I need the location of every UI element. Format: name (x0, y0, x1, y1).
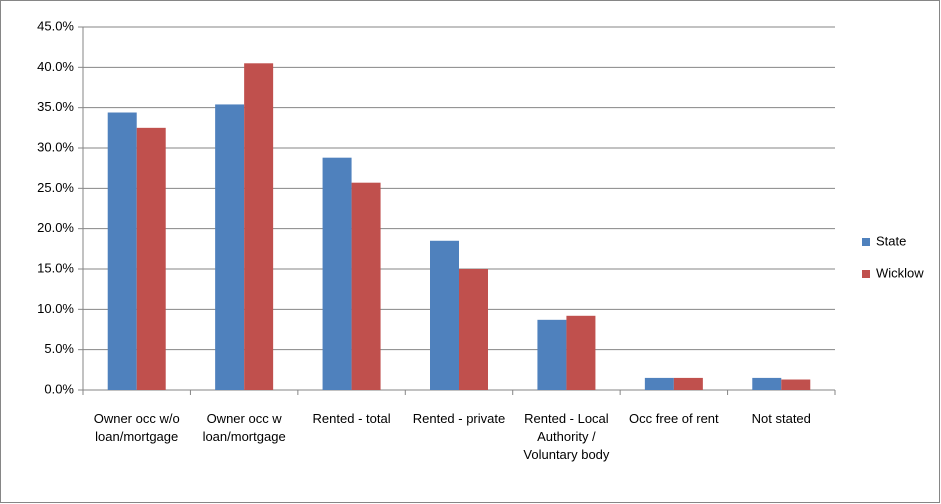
x-tick-label: Owner occ w loan/mortgage (202, 411, 286, 444)
x-tick-label: Not stated (751, 411, 811, 426)
y-tick-label: 45.0% (37, 18, 74, 33)
x-tick-label: Occ free of rent (629, 411, 719, 426)
bar (351, 182, 381, 390)
y-tick-label: 0.0% (44, 381, 74, 396)
legend-label: Wicklow (876, 265, 924, 280)
y-tick-label: 10.0% (37, 301, 74, 316)
bar (673, 377, 703, 390)
bar (537, 319, 567, 390)
bar (566, 315, 596, 390)
x-tick-label: Rented - private (412, 411, 506, 426)
bar (244, 63, 274, 391)
bar (430, 240, 459, 390)
x-tick-label: Owner occ w/o loan/mortgage (93, 411, 180, 444)
bar (459, 269, 488, 390)
bar (136, 127, 166, 390)
y-tick-label: 15.0% (37, 260, 74, 275)
x-tick-label: Rented - Local Authority / Voluntary bod… (523, 411, 610, 462)
x-tick-label: Rented - total (312, 411, 391, 426)
y-tick-label: 30.0% (37, 139, 74, 154)
y-tick-label: 35.0% (37, 99, 74, 114)
y-tick-label: 20.0% (37, 220, 74, 235)
bar (644, 377, 674, 390)
legend-swatch (862, 270, 870, 278)
bar (752, 377, 782, 390)
legend-label: State (876, 233, 906, 248)
bar (322, 157, 352, 390)
y-tick-label: 40.0% (37, 59, 74, 74)
y-tick-label: 25.0% (37, 180, 74, 195)
legend-swatch (862, 238, 870, 246)
bar (215, 104, 245, 390)
bar (107, 112, 137, 391)
bar (781, 379, 811, 390)
y-tick-label: 5.0% (44, 341, 74, 356)
